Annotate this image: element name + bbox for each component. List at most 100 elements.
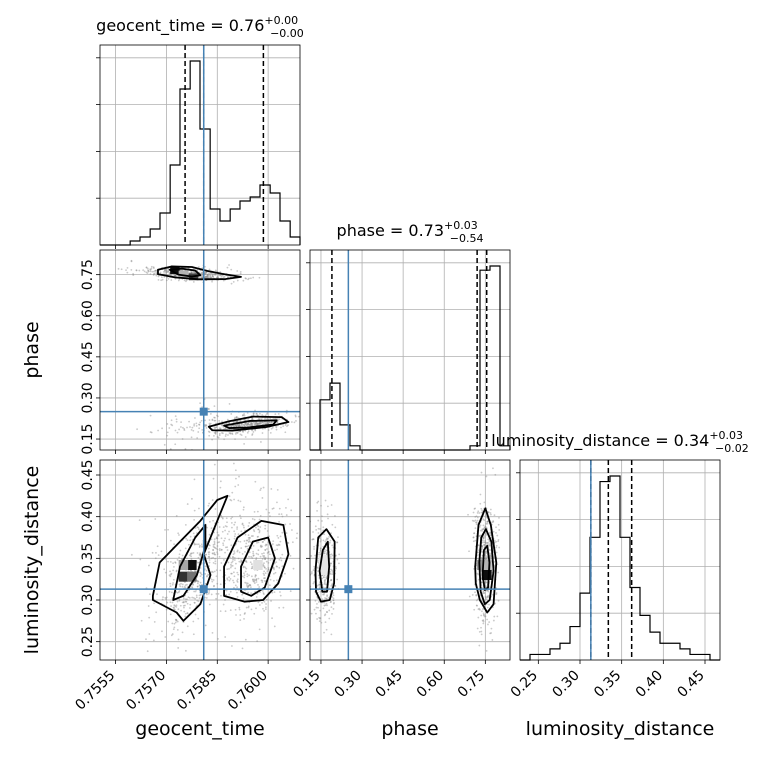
sample-point [170, 605, 172, 607]
sample-point [195, 594, 198, 597]
sample-point [194, 527, 197, 530]
sample-point [191, 426, 194, 429]
sample-point [251, 429, 253, 432]
sample-point [282, 606, 285, 609]
sample-point [324, 499, 327, 502]
sample-point [248, 522, 251, 524]
sample-point [302, 532, 304, 534]
sample-point [484, 580, 487, 583]
sample-point [199, 421, 202, 424]
sample-point [211, 280, 213, 283]
sample-point [248, 574, 250, 577]
sample-point [213, 585, 215, 588]
sample-point [191, 586, 193, 588]
sample-point [257, 528, 260, 531]
sample-point [325, 539, 327, 541]
sample-point [142, 269, 145, 272]
sample-point [237, 499, 240, 502]
sample-point [316, 603, 318, 605]
sample-point [324, 550, 326, 553]
sample-point [322, 552, 325, 555]
sample-point [125, 269, 127, 272]
sample-point [474, 539, 477, 542]
sample-point [331, 612, 333, 615]
sample-point [242, 566, 245, 569]
sample-point [222, 542, 224, 545]
sample-point [215, 537, 218, 540]
sample-point [213, 434, 215, 437]
sample-point [247, 430, 250, 432]
sample-point [206, 526, 208, 529]
sample-point [149, 270, 152, 273]
sample-point [207, 430, 210, 433]
sample-point [329, 601, 332, 604]
sample-point [251, 518, 254, 520]
sample-point [236, 549, 239, 552]
sample-point [275, 561, 278, 564]
sample-point [146, 650, 149, 653]
sample-point [213, 540, 216, 543]
sample-point [485, 556, 488, 559]
sample-point [330, 578, 333, 581]
sample-point [481, 509, 483, 512]
sample-point [170, 419, 173, 422]
sample-point [193, 519, 196, 521]
sample-point [174, 415, 177, 417]
sample-point [323, 579, 326, 582]
sample-point [229, 432, 232, 435]
sample-point [182, 597, 185, 600]
sample-point [166, 276, 169, 279]
sample-point [214, 432, 217, 435]
sample-point [235, 431, 238, 434]
sample-point [225, 433, 227, 436]
sample-point [228, 530, 230, 533]
sample-point [262, 555, 264, 557]
sample-point [318, 551, 321, 554]
sample-point [274, 413, 277, 416]
sample-point [245, 560, 247, 563]
sample-point [267, 557, 270, 560]
sample-point [240, 434, 243, 437]
sample-point [491, 569, 494, 572]
sample-point [481, 528, 484, 531]
sample-point [264, 608, 267, 611]
sample-point [234, 420, 237, 423]
sample-point [264, 549, 267, 551]
sample-point [253, 518, 256, 521]
sample-point [212, 549, 215, 552]
x-tick-label: 0.40 [633, 668, 666, 701]
sample-point [151, 270, 154, 273]
sample-point [268, 511, 271, 514]
sample-point [208, 591, 211, 594]
sample-point [474, 591, 476, 594]
sample-point [228, 495, 231, 498]
sample-point [248, 536, 251, 539]
y-axis-label-phase: phase [21, 321, 43, 378]
sample-point [258, 422, 261, 425]
sample-point [481, 581, 483, 584]
sample-point [177, 638, 180, 641]
sample-point [175, 619, 178, 621]
sample-point [334, 526, 337, 529]
sample-point [175, 618, 177, 621]
sample-point [497, 540, 500, 543]
sample-point [174, 561, 177, 564]
sample-point [174, 621, 177, 624]
sample-point [472, 536, 475, 539]
axes-frame [519, 459, 721, 661]
sample-point [210, 593, 213, 596]
sample-point [247, 278, 249, 281]
sample-point [236, 526, 239, 529]
sample-point [153, 621, 156, 623]
sample-point [233, 556, 236, 559]
sample-point [232, 558, 234, 561]
sample-point [219, 610, 222, 613]
sample-point [243, 424, 246, 427]
sample-point [254, 575, 257, 578]
sample-point [246, 548, 249, 550]
density-cell [170, 267, 180, 274]
sample-point [169, 570, 171, 573]
sample-point [312, 538, 314, 540]
sample-point [319, 550, 322, 552]
